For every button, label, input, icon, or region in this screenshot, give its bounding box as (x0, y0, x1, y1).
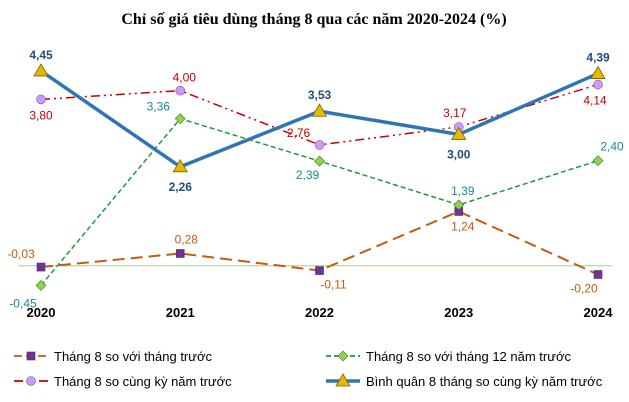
series-1-label-2022: -0,11 (320, 278, 347, 292)
legend-item-2: Tháng 8 so với tháng 12 năm trước (326, 349, 571, 364)
x-axis-ticks: 2020 2021 2022 2023 2024 (27, 305, 614, 320)
series-line-4 (40, 69, 599, 169)
series-1-point-2022 (315, 266, 324, 275)
series-2-point-2024 (592, 155, 604, 167)
series-1-label-2024: -0,20 (570, 281, 598, 295)
series-3-label-2024: 4,14 (583, 94, 607, 108)
series-1-label-2020: -0,03 (7, 247, 35, 261)
series-3-point-2021 (175, 85, 186, 96)
legend-item-3: Tháng 8 so cùng kỳ năm trước (14, 374, 232, 389)
x-tick-label: 2024 (584, 305, 614, 320)
series-4-label-2021: 2,26 (169, 180, 193, 194)
legend-item-4: Bình quân 8 tháng so cùng kỳ năm trước (326, 373, 603, 389)
series-4-point-2023 (451, 126, 467, 140)
series-3-point-2022 (314, 140, 325, 150)
series-layer (33, 63, 606, 291)
series-1-point-2021 (175, 249, 185, 258)
series-4-label-2020: 4,45 (29, 48, 53, 62)
series-2-point-2021 (174, 113, 186, 125)
legend-swatch-marker (337, 350, 349, 362)
series-2-point-2020 (35, 280, 47, 291)
legend-swatch-marker (335, 373, 351, 387)
x-tick-label: 2022 (305, 305, 334, 320)
series-2-point-2023 (453, 199, 465, 211)
legend-label: Tháng 8 so cùng kỳ năm trước (54, 374, 232, 389)
legend-label: Bình quân 8 tháng so cùng kỳ năm trước (366, 374, 603, 389)
x-tick-label: 2020 (27, 305, 56, 320)
series-4-point-2021 (172, 159, 188, 173)
legend-swatch-marker (26, 351, 36, 361)
series-4-label-2023: 3,00 (447, 147, 471, 161)
series-4-point-2022 (311, 103, 328, 117)
series-2-point-2022 (314, 155, 325, 167)
series-line-1 (40, 210, 599, 276)
series-4-point-2024 (590, 65, 606, 79)
series-2-label-2021: 3,36 (147, 100, 171, 114)
series-1-point-2020 (36, 262, 46, 272)
legend-swatch-marker (26, 376, 36, 386)
series-3-point-2024 (593, 79, 603, 90)
series-3-label-2020: 3,80 (29, 108, 53, 122)
series-1-label-2021: 0,28 (175, 232, 199, 246)
series-3-label-2021: 4,00 (173, 71, 197, 85)
series-3-point-2020 (36, 94, 46, 105)
legend-item-1: Tháng 8 so với tháng trước (14, 349, 212, 364)
series-4-point-2020 (33, 63, 49, 77)
series-2-label-2022: 2,39 (296, 168, 320, 182)
chart-title: Chỉ số giá tiêu dùng tháng 8 qua các năm… (121, 11, 506, 28)
data-labels-layer: -0,03 0,28 -0,11 1,24 -0,20 -0,45 3,36 2,39 1,39… (7, 48, 624, 310)
series-2-label-2023: 1,39 (451, 184, 475, 198)
x-tick-label: 2023 (444, 305, 473, 320)
x-tick-label: 2021 (166, 305, 195, 320)
series-3-label-2022: 2,76 (287, 126, 311, 140)
series-4-label-2022: 3,53 (308, 88, 332, 102)
series-1-point-2024 (593, 270, 603, 279)
legend: Tháng 8 so với tháng trước Tháng 8 so với… (14, 349, 603, 389)
series-1-label-2023: 1,24 (451, 219, 475, 233)
series-3-label-2023: 3,17 (443, 106, 467, 120)
series-2-label-2020: -0,45 (9, 296, 37, 310)
legend-label: Tháng 8 so với tháng 12 năm trước (366, 349, 571, 364)
series-2-label-2024: 2,40 (600, 140, 624, 154)
series-4-label-2024: 4,39 (586, 51, 610, 65)
legend-label: Tháng 8 so với tháng trước (54, 349, 212, 364)
